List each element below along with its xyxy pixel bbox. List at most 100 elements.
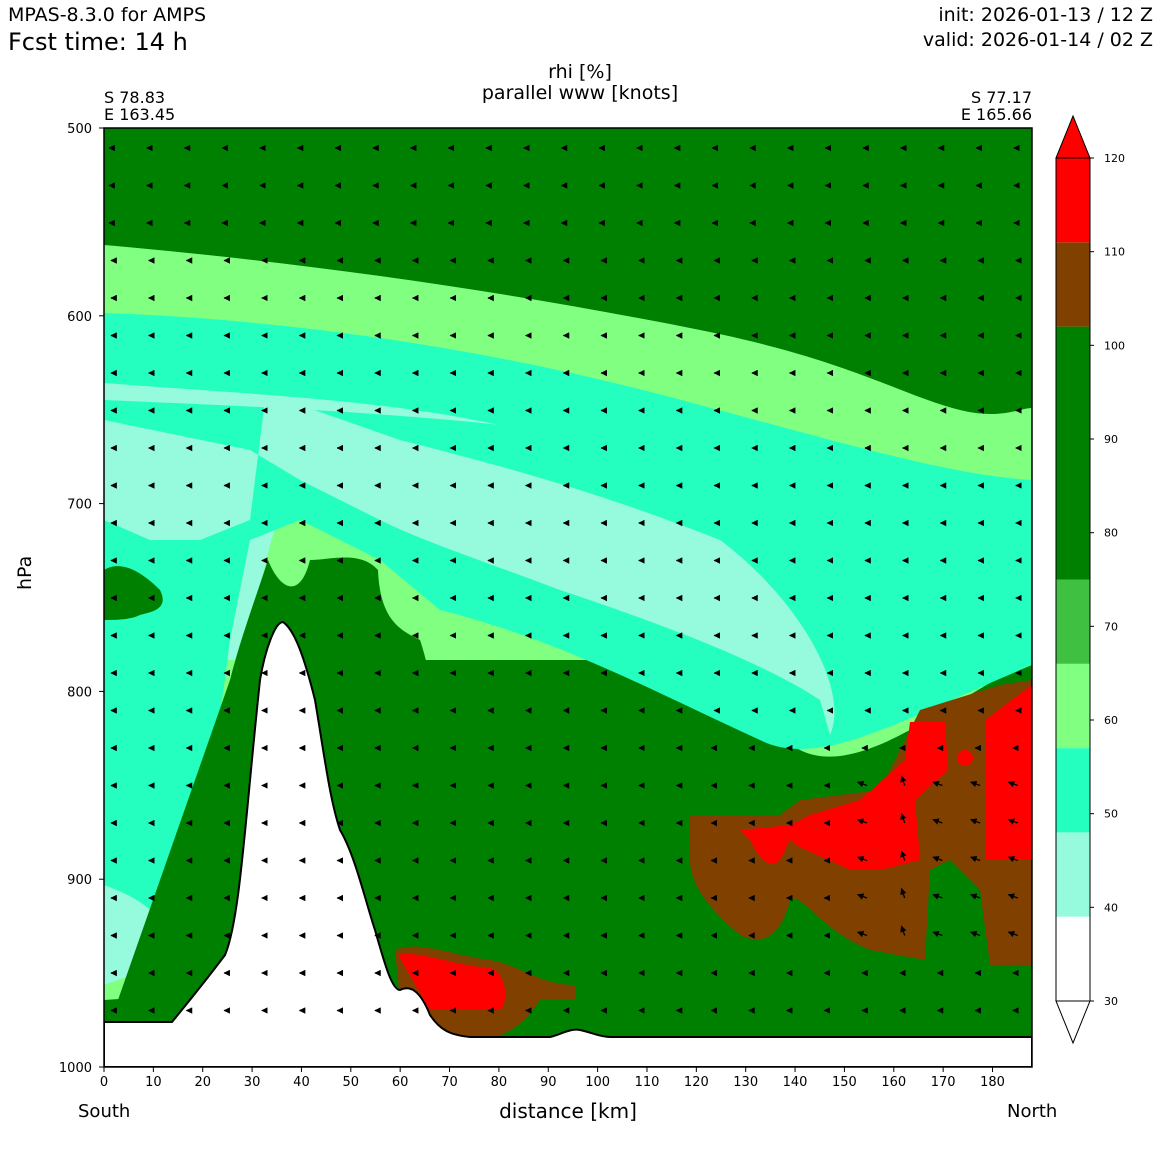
x-tick-label: 100 [585, 1075, 610, 1090]
wind-vector [856, 893, 868, 900]
wind-vector [1007, 781, 1019, 788]
colorbar-tick-label: 60 [1104, 714, 1118, 727]
y-tick-label: 700 [67, 498, 92, 513]
x-tick-label: 180 [980, 1075, 1005, 1090]
y-tick-label: 800 [67, 685, 92, 700]
colorbar-level [1056, 158, 1090, 243]
colorbar-level [1056, 832, 1090, 917]
rhi-red-spot [957, 750, 973, 766]
right-latitude: S 77.17 [970, 88, 1032, 107]
wind-vector [900, 775, 907, 786]
x-tick-label: 150 [832, 1075, 857, 1090]
init-time: init: 2026-01-13 / 12 Z [938, 4, 1153, 26]
x-tick-label: 90 [540, 1075, 557, 1090]
colorbar-max-extension [1055, 114, 1091, 159]
rhi-band-50-lower [104, 400, 1032, 985]
wind-vector [932, 931, 943, 938]
x-tick-label: 80 [491, 1075, 508, 1090]
y-axis: 500 600 700 800 900 1000 [59, 122, 104, 1076]
wind-vector [932, 818, 943, 825]
wind-vector [932, 781, 943, 788]
colorbar-tick-label: 80 [1104, 527, 1118, 540]
left-latitude: S 78.83 [104, 88, 166, 107]
x-tick-label: 130 [733, 1075, 758, 1090]
y-tick-label: 500 [67, 122, 92, 137]
rhi-field [104, 128, 1032, 1067]
chart-title: rhi [%] [548, 61, 612, 83]
x-tick-label: 140 [783, 1075, 808, 1090]
x-tick-label: 50 [343, 1075, 360, 1090]
wind-vector [932, 893, 943, 900]
x-tick-label: 110 [635, 1075, 660, 1090]
wind-vector [900, 850, 907, 861]
chart-subtitle: parallel www [knots] [481, 82, 679, 104]
x-axis-label: distance [km] [499, 1099, 637, 1123]
colorbar-tick-label: 90 [1104, 433, 1118, 446]
colorbar-min-extension [1055, 1000, 1091, 1045]
y-axis-label: hPa [14, 555, 36, 590]
forecast-time: Fcst time: 14 h [8, 28, 188, 56]
colorbar-level [1056, 748, 1090, 833]
right-longitude: E 165.66 [960, 105, 1032, 124]
x-tick-label: 40 [293, 1075, 310, 1090]
direction-south: South [78, 1101, 131, 1122]
wind-vector [970, 931, 981, 938]
colorbar-tick-label: 30 [1104, 995, 1118, 1008]
wind-vector [1007, 931, 1019, 938]
wind-vector [900, 812, 907, 824]
rhi-band-120-red-low [398, 953, 506, 1010]
model-name: MPAS-8.3.0 for AMPS [8, 4, 207, 26]
rhi-band-120-red-right [985, 685, 1032, 860]
y-tick-label: 600 [67, 310, 92, 325]
wind-vector [900, 887, 907, 899]
wind-vector [856, 781, 868, 788]
colorbar-tick-label: 110 [1104, 246, 1125, 259]
wind-vector [970, 893, 981, 900]
colorbar-level [1056, 663, 1090, 749]
rhi-band-40-lower [104, 400, 835, 735]
colorbar-tick-label: 50 [1104, 808, 1118, 821]
x-tick-label: 170 [931, 1075, 956, 1090]
colorbar-level [1056, 242, 1090, 327]
valid-time: valid: 2026-01-14 / 02 Z [922, 29, 1153, 51]
colorbar-tick-label: 100 [1104, 339, 1125, 352]
wind-vector [970, 856, 981, 863]
x-tick-label: 160 [881, 1075, 906, 1090]
x-tick-label: 0 [100, 1075, 108, 1090]
wind-vector [970, 781, 981, 788]
wind-vector [970, 818, 981, 825]
x-tick-label: 120 [684, 1075, 709, 1090]
x-tick-label: 60 [392, 1075, 409, 1090]
plot-frame [103, 127, 1033, 1068]
colorbar-tick-label: 120 [1104, 152, 1125, 165]
x-axis: 0 10 20 30 40 50 60 70 80 90 100 110 120 130 140 150 160… [100, 1067, 1005, 1090]
colorbar-level [1056, 579, 1090, 664]
wind-vector [1007, 856, 1019, 863]
y-tick-label: 900 [67, 873, 92, 888]
wind-vector [856, 931, 868, 938]
left-longitude: E 163.45 [104, 105, 176, 124]
colorbar-level [1056, 326, 1090, 580]
colorbar-tick-label: 40 [1104, 901, 1118, 914]
wind-vector [856, 856, 868, 863]
colorbar-tick-label: 70 [1104, 620, 1118, 633]
rhi-pocket-left [104, 566, 163, 620]
wind-vectors [108, 144, 1022, 1014]
wind-vector [900, 925, 907, 936]
colorbar-level [1056, 916, 1090, 1001]
wind-vector [856, 818, 868, 825]
x-tick-label: 20 [194, 1075, 211, 1090]
wind-vector [1007, 818, 1019, 825]
x-tick-label: 70 [441, 1075, 458, 1090]
colorbar-frame [1055, 157, 1091, 1002]
x-tick-label: 10 [145, 1075, 162, 1090]
direction-north: North [1007, 1101, 1058, 1122]
y-tick-label: 1000 [59, 1061, 92, 1076]
terrain [104, 620, 1032, 1067]
rhi-band-120-red [740, 722, 948, 870]
x-tick-label: 30 [244, 1075, 261, 1090]
colorbar: 30 40 50 60 70 80 90 100 110 120 [1055, 114, 1125, 1045]
wind-vector [1007, 893, 1019, 900]
wind-vector [932, 856, 943, 863]
